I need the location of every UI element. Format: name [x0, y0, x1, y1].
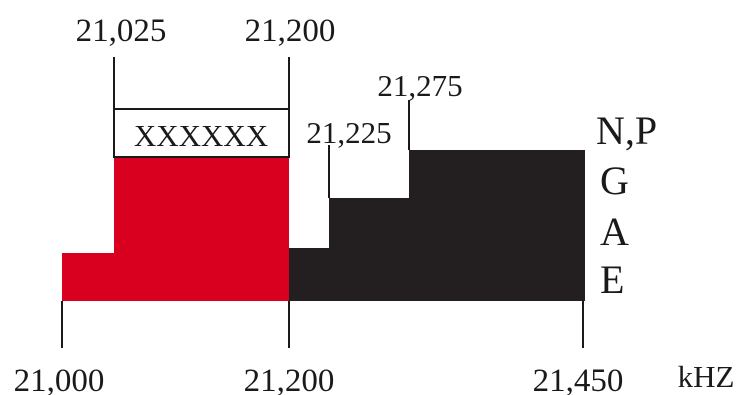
xxxxxx-box	[113, 108, 290, 158]
black-segment-n-p	[409, 150, 585, 198]
unit-label: kHZ	[678, 359, 735, 394]
class-label-a: A	[600, 209, 629, 254]
freq-label-21200-top: 21,200	[245, 13, 336, 49]
freq-label-21275: 21,275	[377, 68, 462, 103]
class-label-g: G	[600, 158, 629, 203]
freq-label-21450: 21,450	[533, 363, 624, 395]
red-segment	[62, 157, 289, 301]
freq-label-21025: 21,025	[76, 13, 167, 49]
freq-label-21200-bottom: 21,200	[244, 363, 335, 395]
black-segment-e	[289, 248, 585, 301]
class-label-e: E	[600, 257, 624, 302]
class-label-np: N,P	[596, 108, 657, 153]
freq-label-21000: 21,000	[14, 363, 105, 395]
black-segment-g-a	[329, 198, 585, 248]
xxxxxx-box-label: XXXXXX	[134, 118, 268, 153]
freq-label-21225: 21,225	[306, 115, 391, 150]
